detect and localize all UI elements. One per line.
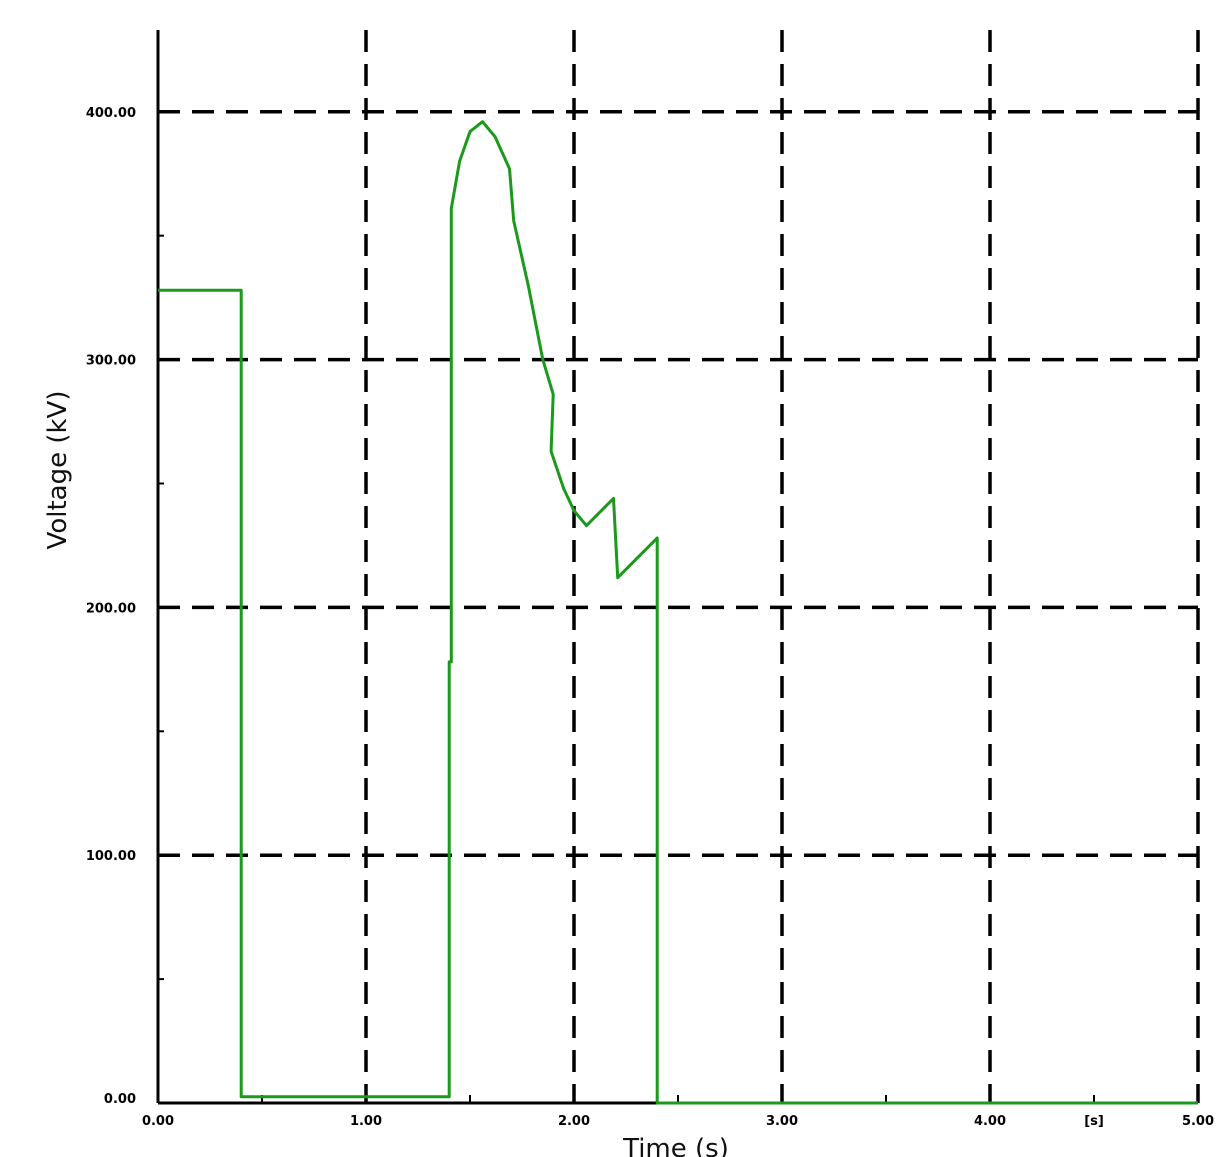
tick-labels: 0.00 1.00 2.00 3.00 4.00 5.00 0.00 100.00 200.00…	[86, 106, 1214, 1129]
y-tick-label: 100.00	[86, 849, 136, 864]
y-tick-label: 400.00	[86, 106, 136, 121]
voltage-series-line	[158, 120, 1198, 1105]
y-tick-label: 0.00	[104, 1092, 136, 1107]
x-tick-label: 4.00	[974, 1114, 1006, 1129]
x-tick-label: 3.00	[766, 1114, 798, 1129]
x-tick-label: 5.00	[1182, 1114, 1214, 1129]
series	[158, 120, 1198, 1105]
y-axis-label: Voltage (kV)	[43, 391, 73, 550]
x-axis-label: Time (s)	[622, 1134, 729, 1157]
y-tick-label: 300.00	[86, 354, 136, 369]
x-tick-label: 0.00	[142, 1114, 174, 1129]
x-tick-label: 1.00	[350, 1114, 382, 1129]
x-unit-label: [s]	[1084, 1114, 1104, 1129]
grid	[158, 30, 1200, 1103]
axes	[156, 30, 1198, 1105]
y-tick-label: 200.00	[86, 601, 136, 616]
x-tick-label: 2.00	[558, 1114, 590, 1129]
